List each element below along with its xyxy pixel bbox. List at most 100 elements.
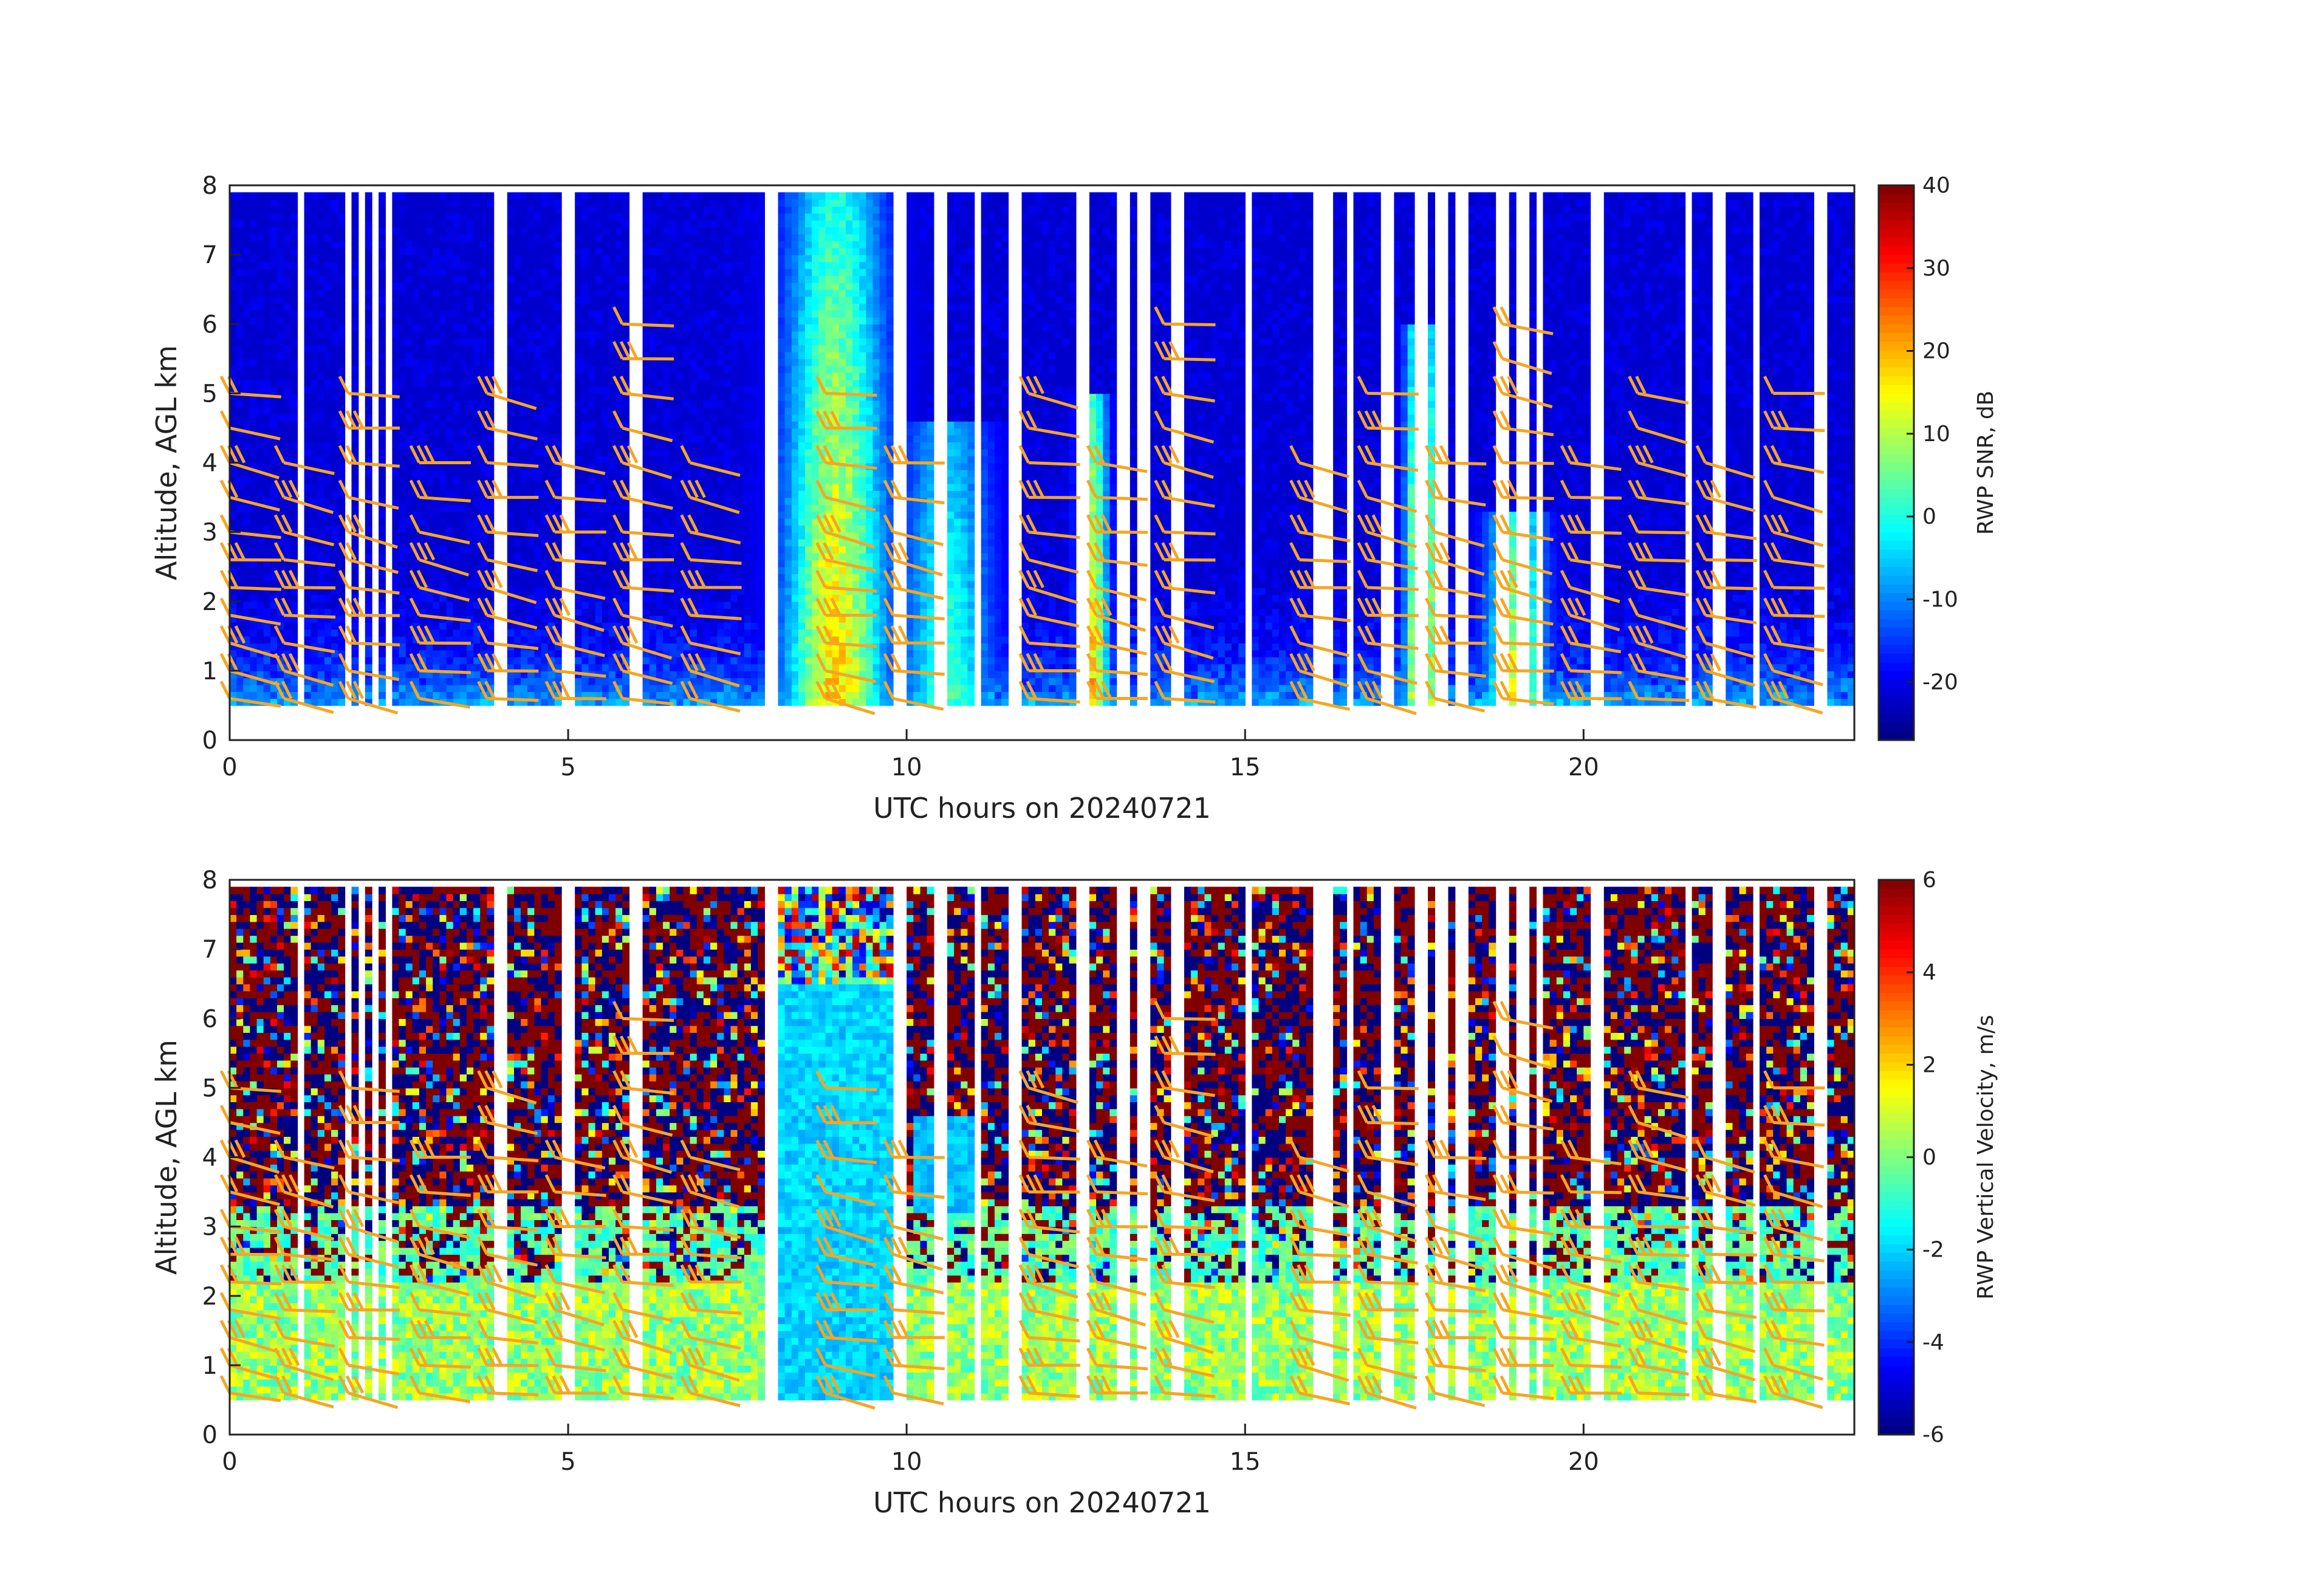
heatmap-cell bbox=[331, 643, 338, 650]
heatmap-cell bbox=[270, 303, 278, 310]
heatmap-cell bbox=[264, 297, 271, 304]
heatmap-cell bbox=[473, 227, 481, 235]
heatmap-cell bbox=[473, 588, 481, 595]
heatmap-cell bbox=[318, 269, 325, 276]
heatmap-cell bbox=[615, 560, 623, 567]
heatmap-cell bbox=[257, 366, 264, 373]
heatmap-cell bbox=[392, 275, 399, 283]
heatmap-cell bbox=[399, 372, 406, 380]
heatmap-cell bbox=[433, 428, 440, 435]
heatmap-cell bbox=[555, 317, 562, 324]
heatmap-cell bbox=[311, 345, 318, 352]
heatmap-cell bbox=[575, 677, 582, 685]
heatmap-cell bbox=[264, 567, 271, 574]
heatmap-cell bbox=[270, 345, 278, 352]
heatmap-cell bbox=[602, 657, 609, 664]
heatmap-cell bbox=[324, 636, 332, 643]
heatmap-cell bbox=[453, 546, 461, 554]
heatmap-cell bbox=[460, 414, 467, 422]
heatmap-cell bbox=[473, 338, 481, 345]
heatmap-cell bbox=[324, 262, 332, 269]
heatmap-cell bbox=[419, 366, 427, 373]
heatmap-cell bbox=[406, 241, 413, 248]
heatmap-cell bbox=[473, 581, 481, 588]
heatmap-cell bbox=[338, 400, 345, 408]
heatmap-cell bbox=[419, 518, 427, 526]
heatmap-cell bbox=[602, 553, 609, 560]
heatmap-cell bbox=[622, 248, 629, 255]
heatmap-cell bbox=[514, 608, 521, 616]
heatmap-cell bbox=[243, 372, 250, 380]
heatmap-cell bbox=[447, 269, 454, 276]
heatmap-cell bbox=[318, 567, 325, 574]
heatmap-cell bbox=[419, 386, 427, 394]
heatmap-cell bbox=[264, 581, 271, 588]
heatmap-cell bbox=[338, 470, 345, 477]
heatmap-cell bbox=[447, 372, 454, 380]
heatmap-cell bbox=[534, 594, 541, 602]
heatmap-cell bbox=[290, 303, 298, 310]
heatmap-cell bbox=[527, 366, 535, 373]
heatmap-cell bbox=[331, 393, 338, 400]
heatmap-cell bbox=[379, 199, 386, 207]
heatmap-cell bbox=[447, 289, 454, 297]
heatmap-cell bbox=[521, 484, 528, 491]
heatmap-cell bbox=[433, 324, 440, 331]
heatmap-cell bbox=[602, 310, 609, 317]
heatmap-cell bbox=[622, 518, 629, 526]
heatmap-cell bbox=[581, 602, 589, 609]
heatmap-cell bbox=[581, 206, 589, 213]
heatmap-cell bbox=[555, 366, 562, 373]
heatmap-cell bbox=[243, 650, 250, 657]
heatmap-cell bbox=[324, 414, 332, 422]
heatmap-cell bbox=[311, 699, 318, 706]
heatmap-cell bbox=[264, 511, 271, 518]
heatmap-cell bbox=[541, 234, 549, 241]
heatmap-cell bbox=[473, 470, 481, 477]
heatmap-cell bbox=[419, 213, 427, 221]
heatmap-cell bbox=[250, 297, 257, 304]
heatmap-cell bbox=[507, 650, 515, 657]
heatmap-cell bbox=[541, 297, 549, 304]
heatmap-cell bbox=[609, 498, 616, 505]
heatmap-cell bbox=[447, 297, 454, 304]
heatmap-cell bbox=[460, 449, 467, 456]
heatmap-cell bbox=[581, 657, 589, 664]
heatmap-cell bbox=[521, 289, 528, 297]
heatmap-cell bbox=[331, 699, 338, 706]
heatmap-cell bbox=[622, 511, 629, 518]
heatmap-cell bbox=[487, 289, 494, 297]
heatmap-cell bbox=[575, 511, 582, 518]
heatmap-cell bbox=[318, 283, 325, 290]
heatmap-cell bbox=[284, 352, 291, 359]
heatmap-cell bbox=[392, 324, 399, 331]
heatmap-cell bbox=[433, 490, 440, 498]
heatmap-cell bbox=[534, 275, 541, 283]
heatmap-cell bbox=[304, 664, 312, 671]
heatmap-cell bbox=[433, 241, 440, 248]
heatmap-cell bbox=[460, 657, 467, 664]
heatmap-cell bbox=[277, 206, 284, 213]
heatmap-cell bbox=[595, 269, 603, 276]
heatmap-cell bbox=[270, 275, 278, 283]
heatmap-cell bbox=[527, 588, 535, 595]
heatmap-cell bbox=[338, 532, 345, 540]
heatmap-cell bbox=[365, 511, 372, 518]
heatmap-cell bbox=[534, 650, 541, 657]
heatmap-cell bbox=[453, 685, 461, 692]
heatmap-cell bbox=[406, 227, 413, 235]
heatmap-cell bbox=[595, 358, 603, 366]
heatmap-cell bbox=[534, 331, 541, 338]
heatmap-cell bbox=[589, 393, 596, 400]
heatmap-cell bbox=[453, 470, 461, 477]
heatmap-cell bbox=[257, 324, 264, 331]
heatmap-cell bbox=[439, 199, 447, 207]
heatmap-cell bbox=[399, 546, 406, 554]
heatmap-cell bbox=[595, 574, 603, 581]
heatmap-cell bbox=[521, 275, 528, 283]
heatmap-cell bbox=[467, 317, 474, 324]
heatmap-cell bbox=[534, 400, 541, 408]
heatmap-cell bbox=[514, 241, 521, 248]
heatmap-cell bbox=[318, 372, 325, 380]
heatmap-cell bbox=[379, 525, 386, 532]
